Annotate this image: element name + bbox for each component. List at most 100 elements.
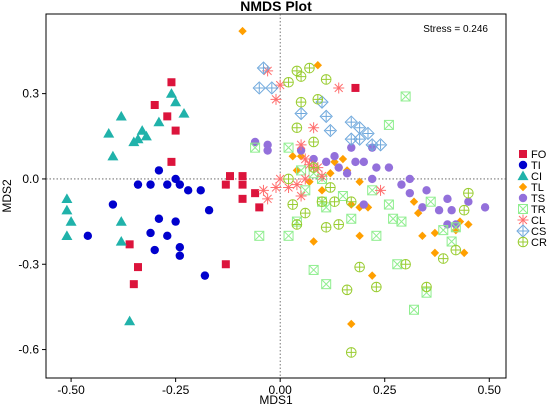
point-cl [308, 122, 320, 134]
point-ts [405, 174, 415, 184]
point-ti [175, 180, 185, 189]
point-ts [347, 143, 356, 152]
legend-label-cs: CS [531, 226, 546, 238]
point-fo [134, 263, 142, 272]
series-tl [238, 26, 473, 329]
point-cl [274, 173, 286, 185]
point-fo [150, 101, 159, 109]
point-ts [464, 197, 473, 206]
legend-item-tl: TL [518, 182, 544, 194]
point-fo [238, 180, 247, 189]
point-fo [163, 112, 172, 121]
legend-item-ts: TS [518, 193, 545, 205]
point-cs [319, 109, 333, 124]
point-cl [270, 93, 282, 105]
point-cl [262, 65, 274, 77]
point-cl [299, 173, 311, 185]
point-ti [200, 271, 210, 280]
point-ci [170, 96, 182, 107]
legend-label-ci: CI [531, 171, 542, 183]
point-ts [263, 146, 272, 155]
legend-item-cl: CL [517, 214, 545, 227]
point-ci [115, 110, 127, 121]
point-tl [326, 169, 335, 178]
point-cl [299, 153, 311, 165]
point-cr [320, 221, 332, 233]
point-cs [352, 121, 367, 135]
point-ts [434, 206, 444, 215]
point-cr [283, 76, 294, 88]
point-tl [355, 177, 364, 186]
point-cr [345, 196, 357, 207]
point-cr [312, 94, 324, 105]
legend-label-fo: FO [531, 149, 547, 161]
point-tr [283, 142, 294, 153]
x-axis-ticks: -0.50 -0.25 0.00 0.25 0.50 [57, 378, 501, 397]
point-ts [443, 220, 452, 229]
point-ti [146, 180, 155, 189]
x-axis-label: MDS1 [259, 393, 293, 407]
point-cr [291, 122, 303, 134]
point-cr [458, 204, 470, 216]
point-cr [329, 196, 340, 207]
y-axis-label: MDS2 [0, 179, 14, 213]
point-tr [371, 230, 382, 241]
point-cr [421, 281, 432, 293]
point-ts [296, 146, 306, 155]
point-tr [450, 222, 461, 233]
point-ci [165, 88, 177, 98]
legend-item-ci: CI [517, 170, 542, 183]
point-fo [167, 78, 176, 87]
point-tl [355, 203, 364, 212]
legend-marker-cs [516, 224, 530, 238]
point-ci [61, 230, 73, 240]
series-cl [257, 65, 387, 205]
point-ci [103, 127, 115, 138]
plot-frame [45, 13, 507, 379]
point-cr [299, 207, 311, 219]
series-cr [283, 62, 474, 358]
point-ci [132, 133, 144, 144]
point-tl [455, 217, 465, 226]
point-tr [296, 165, 307, 176]
point-ts [330, 151, 339, 161]
point-cl [375, 184, 387, 196]
point-tr [337, 191, 348, 201]
point-cs [344, 115, 358, 129]
point-cl [295, 190, 307, 202]
point-fo [129, 280, 138, 289]
y-tick-label: 0.0 [22, 172, 39, 186]
point-cr [341, 284, 353, 296]
point-tr [383, 119, 394, 130]
legend-marker-ts [518, 193, 528, 203]
point-tr [396, 216, 407, 227]
legend-item-fo: FO [519, 149, 547, 161]
point-ti [83, 231, 93, 241]
point-cs [373, 138, 388, 152]
series-fo [125, 78, 360, 289]
point-fo [226, 172, 234, 181]
point-cl [270, 181, 282, 193]
reference-lines [46, 14, 506, 378]
x-tick-label: -0.50 [57, 383, 85, 397]
point-fo [221, 180, 230, 189]
point-ci [124, 315, 136, 326]
point-ts [480, 203, 490, 212]
point-tl [347, 319, 356, 329]
y-tick-label: -0.6 [18, 343, 39, 357]
point-ti [183, 186, 193, 195]
point-tl [288, 151, 297, 161]
point-fo [221, 260, 230, 269]
x-tick-label: 0.25 [373, 383, 397, 397]
legend-label-cr: CR [531, 237, 547, 249]
point-ts [334, 163, 343, 172]
point-tr [446, 236, 457, 247]
point-tl [238, 26, 247, 36]
point-tl [418, 231, 427, 241]
point-tr [346, 213, 357, 224]
series-cs [252, 61, 388, 152]
data-points [61, 26, 490, 358]
point-cr [308, 136, 319, 148]
point-tl [355, 231, 364, 241]
